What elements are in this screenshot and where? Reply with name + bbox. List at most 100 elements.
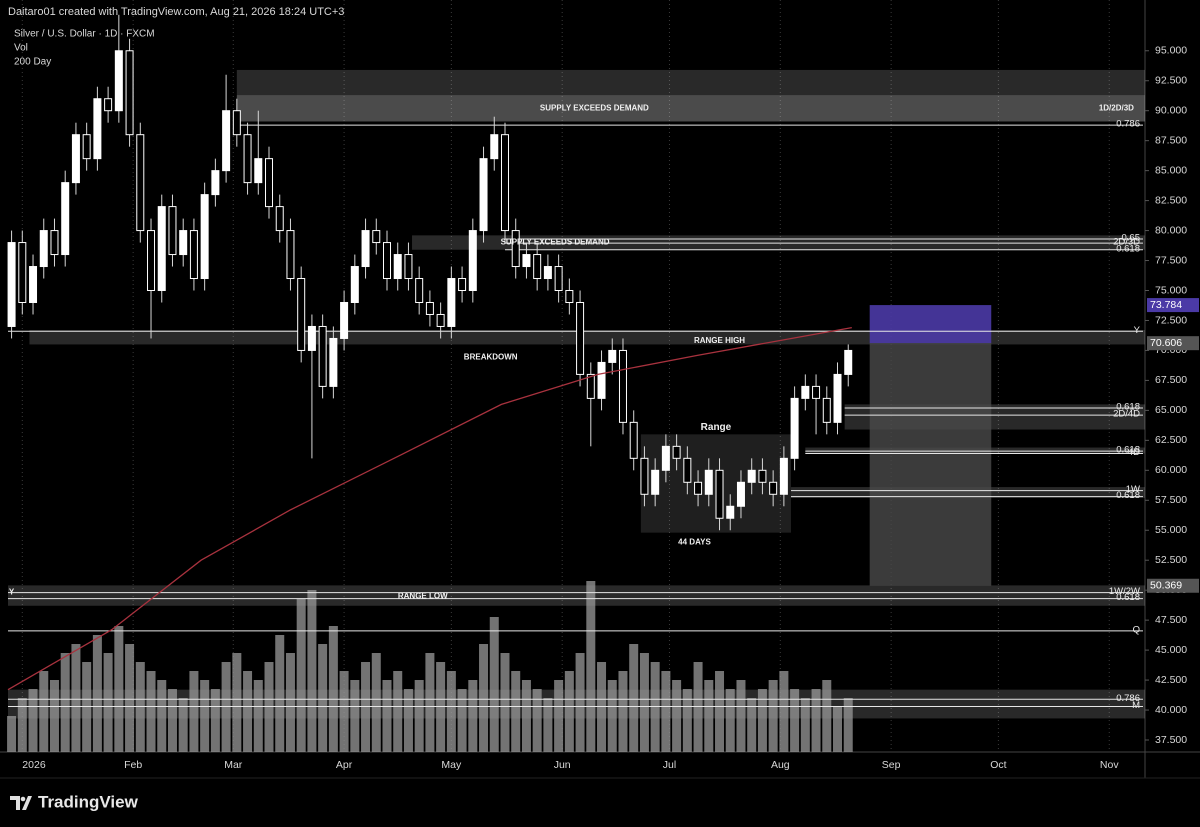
- volume-bar: [446, 671, 456, 752]
- volume-bar: [307, 590, 317, 752]
- candle-body: [822, 397, 831, 423]
- volume-bar: [725, 689, 735, 752]
- volume-bar: [350, 680, 360, 752]
- level-label: 0.786: [1116, 693, 1140, 704]
- x-tick-label: Nov: [1100, 759, 1119, 771]
- volume-bar: [436, 662, 446, 752]
- volume-bar: [554, 680, 564, 752]
- volume-bar: [715, 671, 725, 752]
- volume-bar: [521, 680, 531, 752]
- candle-body: [71, 134, 80, 184]
- candle-body: [490, 134, 499, 160]
- y-tick-label: 90.000: [1155, 104, 1187, 116]
- volume-bar: [704, 680, 714, 752]
- level-label: Q: [1133, 624, 1140, 635]
- candle-body: [222, 110, 231, 172]
- x-tick-label: Mar: [224, 759, 243, 771]
- x-tick-label: Jun: [554, 759, 571, 771]
- volume-bar: [60, 653, 70, 752]
- candle-body: [790, 397, 799, 459]
- volume-bar: [189, 671, 199, 752]
- volume-bar: [779, 671, 789, 752]
- level-label: 0.618: [1116, 243, 1140, 254]
- candle-body: [608, 349, 617, 363]
- volume-bar: [382, 680, 392, 752]
- label-layer: 37.50040.00042.50045.00047.50050.00052.5…: [9, 45, 1199, 771]
- volume-bar: [736, 680, 746, 752]
- level-label: 1W: [1126, 484, 1140, 495]
- y-tick-label: 75.000: [1155, 284, 1187, 296]
- candle-body: [629, 421, 638, 459]
- y-tick-label: 42.500: [1155, 674, 1187, 686]
- volume-bar: [607, 680, 617, 752]
- level-label: 0.618: [1116, 490, 1140, 501]
- volume-bar: [500, 653, 510, 752]
- volume-bar: [114, 626, 124, 752]
- volume-bar: [371, 653, 381, 752]
- volume-bar: [682, 689, 692, 752]
- volume-bar: [146, 671, 156, 752]
- y-tick-label: 60.000: [1155, 464, 1187, 476]
- candle-body: [168, 206, 177, 256]
- target-zone: [869, 305, 992, 344]
- candle-body: [383, 242, 391, 280]
- candle-body: [704, 469, 713, 495]
- annotation: 44 DAYS: [678, 537, 711, 546]
- x-tick-label: Jul: [663, 759, 676, 771]
- candle-body: [736, 481, 745, 507]
- candle-body: [50, 230, 59, 256]
- y-tick-label: 55.000: [1155, 524, 1187, 536]
- candle-body: [672, 445, 681, 459]
- level-label: 0.786: [1116, 119, 1140, 130]
- level-label: 0.618: [1116, 401, 1140, 412]
- volume-bar: [811, 689, 821, 752]
- volume-bar: [221, 662, 231, 752]
- x-tick-label: Apr: [336, 759, 353, 771]
- candle-body: [533, 254, 542, 280]
- volume-bar: [543, 698, 553, 752]
- candle-body: [436, 313, 445, 327]
- annotation: RANGE LOW: [398, 591, 448, 600]
- volume-bar: [135, 662, 145, 752]
- volume-bar: [768, 680, 778, 752]
- candle-body: [458, 278, 467, 292]
- candle-body: [125, 50, 134, 136]
- stop-zone: [869, 343, 992, 586]
- volume-bar: [693, 662, 703, 752]
- candle-body: [318, 325, 327, 387]
- candle-body: [683, 457, 692, 483]
- y-tick-label: 95.000: [1155, 45, 1187, 57]
- candle-body: [769, 481, 778, 495]
- candle-body: [844, 349, 853, 375]
- candle-body: [340, 301, 349, 339]
- x-tick-label: 2026: [22, 759, 46, 771]
- candle-body: [179, 230, 188, 256]
- volume-bar: [243, 671, 253, 752]
- volume-bar: [328, 626, 338, 752]
- candle-body: [404, 254, 413, 280]
- volume-bar: [285, 653, 295, 752]
- level-label: 0.618: [1116, 445, 1140, 456]
- candle-body: [211, 170, 220, 196]
- candle-body: [254, 158, 263, 184]
- annotation: SUPPLY EXCEEDS DEMAND: [540, 103, 649, 112]
- y-tick-label: 87.500: [1155, 134, 1187, 146]
- zone: [8, 585, 1145, 606]
- candle-body: [576, 301, 585, 375]
- volume-bar: [843, 698, 853, 752]
- volume-bar: [650, 662, 660, 752]
- price-badge-label: 50.369: [1150, 580, 1182, 592]
- candle-body: [372, 230, 381, 244]
- brand-dot: [20, 796, 26, 802]
- level-label: 1W/2W: [1109, 586, 1140, 597]
- y-tick-label: 80.000: [1155, 224, 1187, 236]
- volume-bar: [253, 680, 263, 752]
- annotation: Y: [9, 588, 15, 597]
- candle-body: [18, 242, 27, 303]
- volume-bar: [157, 680, 167, 752]
- volume-bar: [210, 689, 220, 752]
- candle-body: [833, 373, 842, 423]
- volume-bar: [49, 680, 59, 752]
